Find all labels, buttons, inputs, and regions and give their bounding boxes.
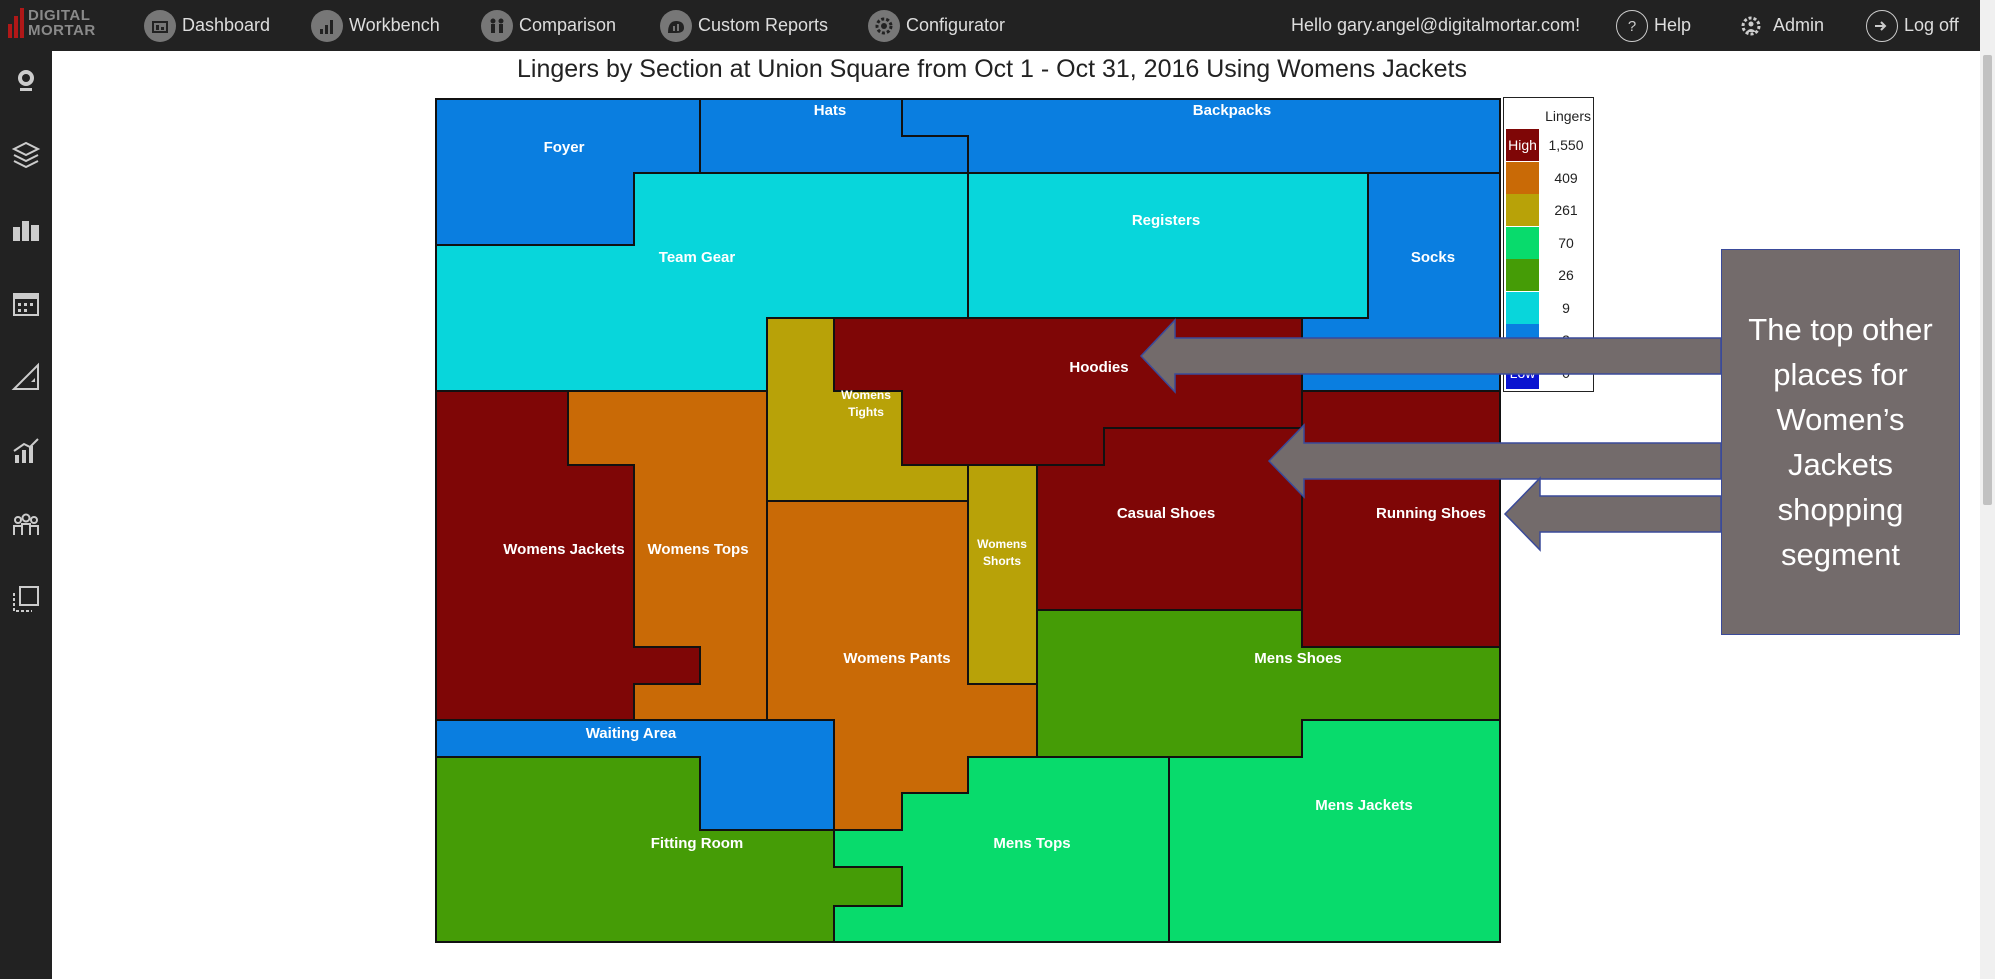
nav-help[interactable]: ? Help bbox=[1616, 0, 1691, 51]
logoff-icon bbox=[1866, 9, 1898, 42]
nav-configurator[interactable]: Configurator bbox=[868, 0, 1005, 51]
nav-admin[interactable]: Admin bbox=[1735, 0, 1824, 51]
nav-comparison-label: Comparison bbox=[519, 15, 617, 35]
legend-value: 70 bbox=[1558, 234, 1574, 251]
custom-reports-icon bbox=[660, 9, 692, 42]
section-label-womens-tops: Womens Tops bbox=[647, 541, 748, 558]
digital-mortar-logo[interactable]: DIGITAL MORTAR bbox=[8, 8, 96, 38]
legend-low-label: Low bbox=[1509, 364, 1536, 381]
legend-value: 26 bbox=[1558, 267, 1574, 283]
top-nav-bar: DIGITAL MORTAR Dashboard Workbench Compa… bbox=[0, 0, 1995, 51]
section-label-socks: Socks bbox=[1411, 249, 1455, 266]
people-icon[interactable] bbox=[6, 505, 46, 545]
section-label-mens-shoes: Mens Shoes bbox=[1254, 650, 1342, 667]
workbench-icon bbox=[311, 9, 343, 42]
section-label-womens-shorts: Womens Shorts bbox=[977, 537, 1027, 568]
nav-configurator-label: Configurator bbox=[906, 15, 1006, 35]
growth-chart-icon[interactable] bbox=[6, 431, 46, 471]
nav-logoff[interactable]: Log off bbox=[1866, 0, 1959, 51]
section-label-team-gear: Team Gear bbox=[659, 249, 736, 266]
section-label-casual-shoes: Casual Shoes bbox=[1117, 505, 1215, 522]
section-label-waiting-area: Waiting Area bbox=[586, 725, 677, 742]
callout-text-box: The top other places for Women’s Jackets… bbox=[1721, 249, 1960, 635]
selection-icon[interactable] bbox=[6, 579, 46, 619]
nav-comparison[interactable]: Comparison bbox=[481, 0, 616, 51]
legend-swatch bbox=[1506, 291, 1539, 324]
legend-value: 0 bbox=[1562, 364, 1570, 381]
section-label-womens-jackets: Womens Jackets bbox=[503, 541, 624, 558]
logo-text-line1: DIGITAL bbox=[28, 7, 91, 24]
section-label-backpacks: Backpacks bbox=[1193, 102, 1271, 119]
left-sidebar bbox=[0, 51, 52, 979]
section-label-womens-tights: Womens Tights bbox=[841, 388, 891, 419]
section-label-hats: Hats bbox=[814, 102, 847, 119]
legend-swatch bbox=[1506, 324, 1539, 356]
floor-plan-heatmap: Foyer Hats Backpacks Socks Team Gear Register… bbox=[435, 98, 1501, 943]
section-label-hoodies: Hoodies bbox=[1069, 359, 1128, 376]
camera-icon[interactable] bbox=[6, 61, 46, 101]
user-greeting: Hello gary.angel@digitalmortar.com! bbox=[1291, 15, 1581, 35]
legend-value: 9 bbox=[1562, 299, 1570, 316]
chart-title: Lingers by Section at Union Square from … bbox=[517, 55, 1467, 83]
legend-swatch bbox=[1506, 129, 1539, 161]
arrow-to-running-shoes bbox=[1503, 476, 1722, 552]
configurator-gear-icon bbox=[868, 9, 900, 42]
calendar-icon[interactable] bbox=[6, 283, 46, 323]
nav-admin-label: Admin bbox=[1773, 15, 1825, 35]
nav-help-label: Help bbox=[1654, 15, 1692, 35]
logo-text-line2: MORTAR bbox=[28, 22, 96, 39]
nav-logoff-label: Log off bbox=[1904, 15, 1959, 35]
section-label-registers: Registers bbox=[1132, 212, 1200, 229]
scrollbar-thumb[interactable] bbox=[1983, 55, 1992, 505]
legend-swatch bbox=[1506, 194, 1539, 226]
nav-dashboard-label: Dashboard bbox=[182, 15, 271, 35]
legend-value: 409 bbox=[1554, 169, 1578, 186]
section-label-mens-jackets: Mens Jackets bbox=[1315, 797, 1413, 814]
section-label-mens-tops: Mens Tops bbox=[993, 835, 1070, 852]
nav-dashboard[interactable]: Dashboard bbox=[144, 0, 270, 51]
nav-workbench-label: Workbench bbox=[349, 15, 440, 35]
nav-workbench[interactable]: Workbench bbox=[311, 0, 440, 51]
admin-gear-icon bbox=[1735, 10, 1767, 42]
legend-swatch bbox=[1506, 226, 1539, 259]
nav-custom-reports[interactable]: Custom Reports bbox=[660, 0, 828, 51]
section-mens-jackets[interactable] bbox=[1168, 719, 1501, 943]
legend-high-label: High bbox=[1508, 137, 1537, 153]
logo-bars-icon bbox=[8, 8, 24, 38]
dashboard-icon bbox=[144, 9, 176, 42]
legend: Lingers 1,550 High 409 261 70 26 9 3 0 Low bbox=[1503, 97, 1594, 392]
legend-swatch bbox=[1506, 161, 1539, 194]
nav-custom-reports-label: Custom Reports bbox=[698, 15, 829, 35]
legend-value: 1,550 bbox=[1548, 137, 1584, 153]
section-label-fitting-room: Fitting Room bbox=[651, 835, 743, 852]
help-icon: ? bbox=[1616, 9, 1648, 42]
legend-swatch bbox=[1506, 259, 1539, 291]
layers-icon[interactable] bbox=[6, 135, 46, 175]
legend-value: 261 bbox=[1554, 202, 1578, 218]
legend-title: Lingers bbox=[1545, 108, 1591, 124]
comparison-icon bbox=[481, 9, 513, 42]
section-label-womens-pants: Womens Pants bbox=[843, 650, 950, 667]
section-womens-shorts[interactable] bbox=[967, 464, 1038, 685]
section-registers[interactable] bbox=[967, 172, 1369, 319]
buildings-icon[interactable] bbox=[6, 209, 46, 249]
triangle-ruler-icon[interactable] bbox=[6, 357, 46, 397]
section-label-running-shoes: Running Shoes bbox=[1376, 505, 1486, 522]
section-label-foyer: Foyer bbox=[544, 139, 585, 156]
legend-value: 3 bbox=[1562, 332, 1570, 348]
svg-text:?: ? bbox=[1628, 18, 1636, 35]
